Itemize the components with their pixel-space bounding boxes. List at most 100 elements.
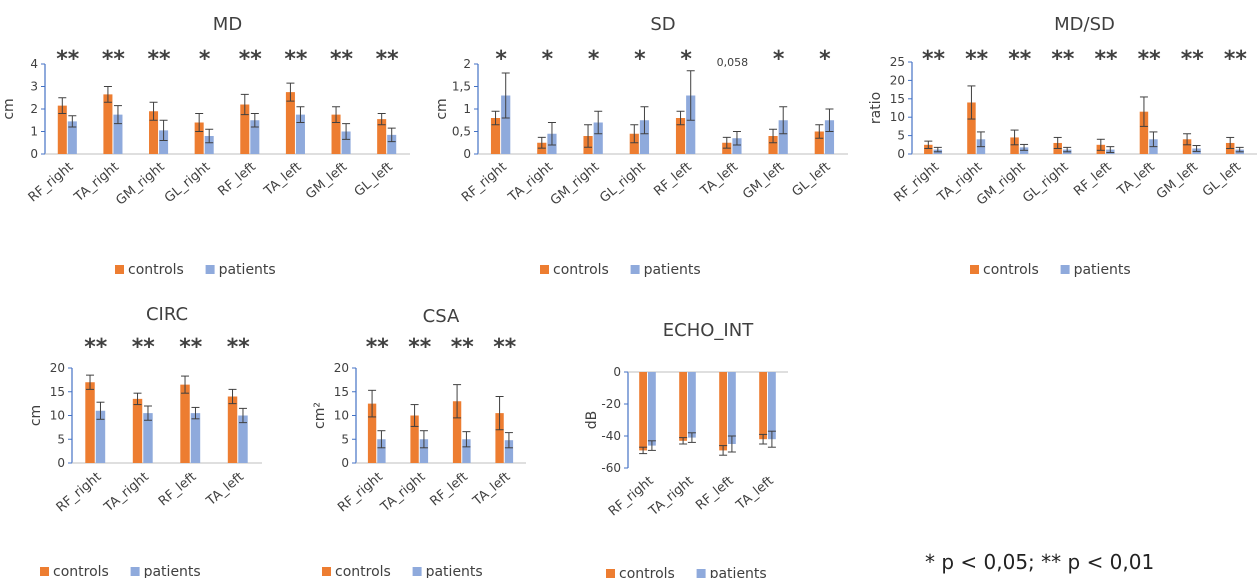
bar-patients-RF_left (728, 372, 736, 444)
significance-marker: * (588, 47, 600, 72)
bar-controls-RF_right (85, 382, 95, 463)
y-tick-label: 10 (50, 409, 65, 423)
legend-label-controls: controls (128, 262, 184, 278)
significance-marker: ** (366, 335, 390, 360)
y-axis-label: ratio (868, 92, 884, 124)
y-tick-label: -40 (601, 429, 621, 443)
y-tick-label: 4 (30, 57, 38, 71)
bar-controls-GL_left (377, 119, 387, 154)
y-tick-label: 2 (30, 102, 38, 116)
x-tick-label: RF_left (651, 160, 694, 200)
x-tick-label: GM_left (303, 160, 350, 203)
chart-title: MD/SD (1054, 14, 1115, 35)
bar-controls-RF_left (180, 384, 190, 463)
y-axis-label: cm (434, 98, 450, 119)
x-tick-label: TA_left (203, 470, 247, 510)
legend-label-patients: patients (1074, 262, 1131, 278)
bar-patients-GM_left (341, 131, 351, 154)
bar-controls-GM_left (331, 114, 341, 154)
x-tick-label: RF_left (427, 470, 470, 510)
bar-controls-GL_right (194, 122, 204, 154)
significance-marker: ** (179, 335, 203, 360)
x-tick-label: GL_left (789, 160, 833, 200)
bar-controls-TA_left (759, 372, 767, 440)
bar-patients-RF_left (250, 120, 260, 154)
y-axis-label: cm² (312, 402, 328, 429)
bar-controls-RF_left (719, 372, 727, 451)
legend-label-controls: controls (53, 564, 109, 578)
y-tick-label: 5 (341, 432, 349, 446)
bar-controls-GM_left (768, 136, 778, 154)
significance-marker: ** (1138, 47, 1162, 72)
significance-marker: ** (148, 47, 172, 72)
bar-controls-TA_left (227, 396, 238, 463)
bar-controls-RF_right (367, 403, 377, 463)
significance-marker: ** (239, 47, 263, 72)
x-tick-label: TA_left (261, 160, 305, 200)
chart-csa: CSA cm² 0 5 10 15 20 RF_right ** TA_right ** RF_lef… (312, 306, 526, 578)
legend-label-patients: patients (219, 262, 276, 278)
significance-marker: * (680, 47, 692, 72)
x-tick-label: TA_left (470, 470, 514, 510)
y-tick-label: 20 (50, 361, 65, 375)
chart-title: MD (213, 14, 242, 35)
bar-patients-RF_right (67, 121, 77, 154)
bar-controls-RF_left (452, 401, 462, 463)
legend-label-patients: patients (644, 262, 701, 278)
y-tick-label: 10 (890, 110, 905, 124)
significance-marker: ** (1008, 47, 1032, 72)
x-tick-label: GM_right (548, 160, 602, 209)
x-tick-label: RF_right (891, 160, 942, 206)
chart-circ: CIRC cm 0 5 10 15 20 RF_right ** TA_right ** RF_lef… (28, 304, 262, 578)
bar-patients-GM_left (778, 120, 788, 154)
bar-patients-GL_left (824, 120, 835, 154)
significance-marker: 0,058 (717, 56, 749, 69)
chart-md: MDcm01234RF_right**TA_right**GM_right**G… (1, 14, 410, 278)
bar-patients-RF_left (686, 95, 696, 154)
y-tick-label: 0 (613, 365, 621, 379)
legend-swatch-patients (205, 265, 215, 274)
significance-marker: ** (451, 335, 475, 360)
significance-marker: ** (284, 47, 308, 72)
legend-label-controls: controls (983, 262, 1039, 278)
bar-patients-TA_left (732, 138, 742, 154)
significance-marker: ** (922, 47, 946, 72)
bar-patients-RF_right (95, 410, 106, 463)
x-tick-label: TA_left (1114, 160, 1158, 200)
legend-label-patients: patients (710, 566, 767, 578)
bar-patients-RF_left (190, 413, 201, 463)
bar-patients-TA_right (419, 439, 429, 463)
x-tick-label: GM_left (1154, 160, 1201, 203)
bar-controls-RF_right (57, 105, 67, 154)
y-tick-label: 20 (334, 361, 349, 375)
x-tick-label: RF_right (459, 160, 510, 206)
y-tick-label: 3 (30, 80, 38, 94)
legend-swatch-patients (696, 569, 706, 578)
significance-marker: ** (84, 335, 108, 360)
significance-marker: ** (376, 47, 400, 72)
legend-label-controls: controls (335, 564, 391, 578)
significance-marker: ** (965, 47, 989, 72)
legend-swatch-patients (630, 265, 640, 274)
x-tick-label: RF_left (215, 160, 258, 200)
y-axis-label: dB (584, 411, 600, 430)
bar-controls-RF_right (490, 118, 501, 154)
x-tick-label: RF_right (606, 474, 657, 520)
significance-marker: ** (330, 47, 354, 72)
y-tick-label: 25 (890, 55, 905, 69)
bar-controls-GM_right (149, 111, 159, 154)
bar-controls-TA_right (679, 372, 687, 441)
bar-patients-RF_right (501, 95, 511, 154)
y-tick-label: 0 (897, 147, 905, 161)
bar-patients-TA_right (143, 413, 153, 463)
legend-swatch-patients (130, 567, 140, 576)
chart-echo-int: ECHO_INT dB -60 -40 -20 0 RF_rightTA_rightRF_l… (584, 320, 788, 578)
significance-marker: ** (1095, 47, 1119, 72)
bar-patients-GL_left (387, 134, 397, 154)
bar-controls-TA_left (285, 92, 295, 154)
y-tick-label: 1 (463, 102, 471, 116)
y-tick-label: 2 (463, 57, 471, 71)
legend-label-patients: patients (144, 564, 201, 578)
bar-controls-TA_left (495, 413, 504, 463)
